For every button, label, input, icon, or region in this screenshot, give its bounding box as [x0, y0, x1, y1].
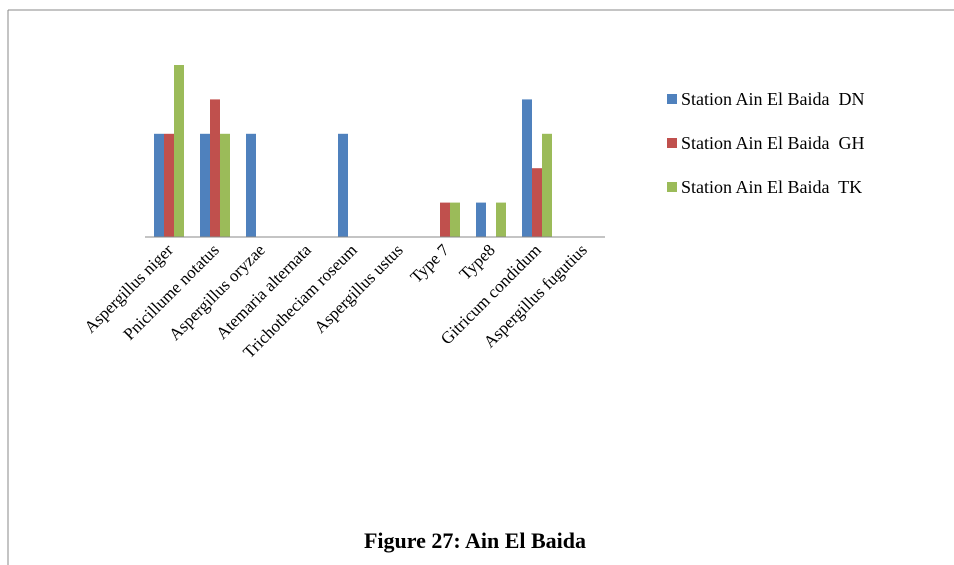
legend-swatch: [667, 94, 677, 104]
bar: [532, 168, 542, 237]
bar: [338, 133, 348, 237]
x-tick-label: Type 7: [407, 240, 454, 287]
bar: [174, 65, 184, 237]
legend-label: Station Ain El Baida GH: [681, 133, 865, 153]
bar: [450, 202, 460, 237]
bar: [246, 133, 256, 237]
legend-swatch: [667, 138, 677, 148]
bar: [220, 133, 230, 237]
legend-label: Station Ain El Baida TK: [681, 177, 862, 197]
legend-label: Station Ain El Baida DN: [681, 89, 865, 109]
bar: [440, 202, 450, 237]
x-tick-label: Type8: [456, 240, 499, 283]
bar: [200, 133, 210, 237]
bar: [522, 99, 532, 238]
chart-title: Figure 27: Ain El Baida: [364, 528, 586, 553]
legend-swatch: [667, 182, 677, 192]
bar: [542, 133, 552, 237]
bar: [164, 133, 174, 237]
bar: [496, 202, 506, 237]
bar: [476, 202, 486, 237]
bar: [154, 133, 164, 237]
bar: [210, 99, 220, 238]
